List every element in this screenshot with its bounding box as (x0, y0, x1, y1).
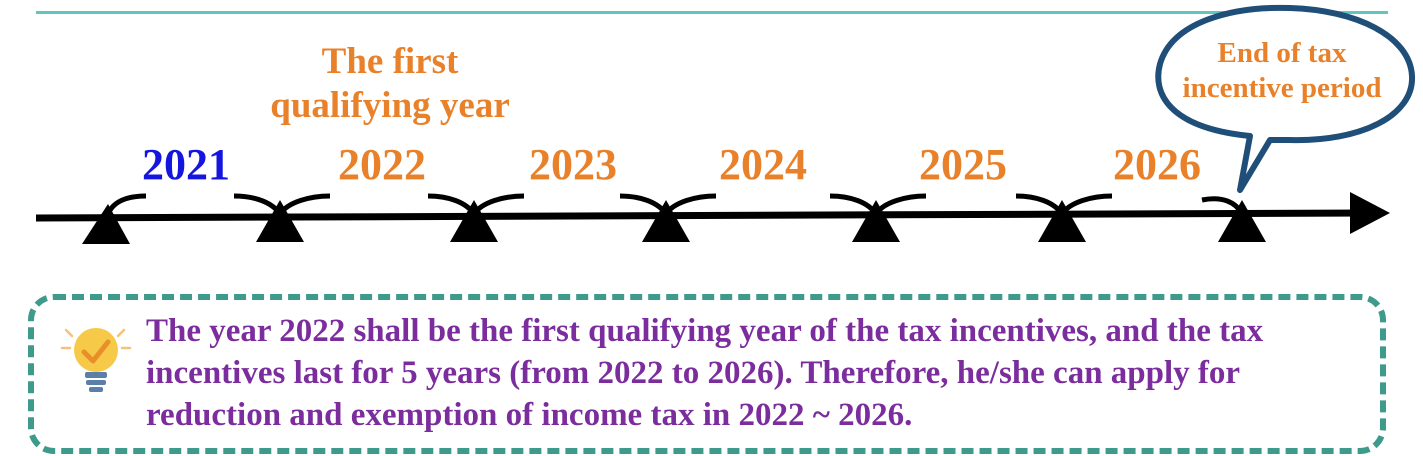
year-marker-2024 (619, 193, 717, 242)
timeline-arrowhead (1350, 192, 1390, 234)
top-divider (36, 0, 1388, 14)
year-marker-2021 (82, 193, 147, 244)
lightbulb-check-icon (60, 328, 132, 392)
year-label-2021: 2021 (142, 140, 230, 189)
end-of-incentive-label: End of tax incentive period (1182, 37, 1382, 104)
year-label-2022: 2022 (338, 140, 426, 189)
year-marker-2025 (829, 193, 927, 242)
year-label-2025: 2025 (919, 140, 1007, 189)
year-marker-2023 (427, 193, 525, 242)
year-label-2026: 2026 (1113, 140, 1201, 189)
note-box (28, 294, 1386, 454)
year-label-2023: 2023 (529, 140, 617, 189)
year-marker-2022 (233, 193, 331, 242)
timeline-axis (35, 209, 1371, 222)
timeline-diagram (35, 4, 1416, 244)
speech-bubble (1155, 4, 1416, 193)
year-marker-2026 (1015, 193, 1113, 242)
year-label-2024: 2024 (719, 140, 807, 189)
year-marker-end (1201, 196, 1266, 242)
note-text: The year 2022 shall be the first qualify… (146, 313, 1264, 433)
first-qualifying-year-label: The first qualifying year (270, 41, 510, 126)
